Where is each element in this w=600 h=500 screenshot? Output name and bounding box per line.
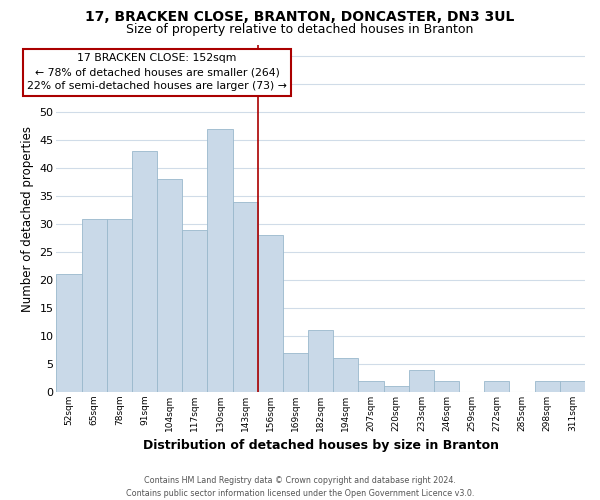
Text: Size of property relative to detached houses in Branton: Size of property relative to detached ho…: [127, 22, 473, 36]
Bar: [535, 381, 560, 392]
Bar: [182, 230, 208, 392]
Bar: [82, 218, 107, 392]
Bar: [258, 236, 283, 392]
Bar: [560, 381, 585, 392]
Bar: [308, 330, 333, 392]
Bar: [107, 218, 132, 392]
Bar: [409, 370, 434, 392]
Bar: [283, 353, 308, 392]
Text: 17 BRACKEN CLOSE: 152sqm
← 78% of detached houses are smaller (264)
22% of semi-: 17 BRACKEN CLOSE: 152sqm ← 78% of detach…: [27, 54, 287, 92]
Bar: [56, 274, 82, 392]
Bar: [333, 358, 358, 392]
Y-axis label: Number of detached properties: Number of detached properties: [21, 126, 34, 312]
Bar: [233, 202, 258, 392]
Bar: [132, 152, 157, 392]
Bar: [358, 381, 383, 392]
Bar: [484, 381, 509, 392]
Text: 17, BRACKEN CLOSE, BRANTON, DONCASTER, DN3 3UL: 17, BRACKEN CLOSE, BRANTON, DONCASTER, D…: [85, 10, 515, 24]
X-axis label: Distribution of detached houses by size in Branton: Distribution of detached houses by size …: [143, 440, 499, 452]
Bar: [434, 381, 459, 392]
Bar: [208, 129, 233, 392]
Bar: [383, 386, 409, 392]
Bar: [157, 180, 182, 392]
Text: Contains HM Land Registry data © Crown copyright and database right 2024.
Contai: Contains HM Land Registry data © Crown c…: [126, 476, 474, 498]
